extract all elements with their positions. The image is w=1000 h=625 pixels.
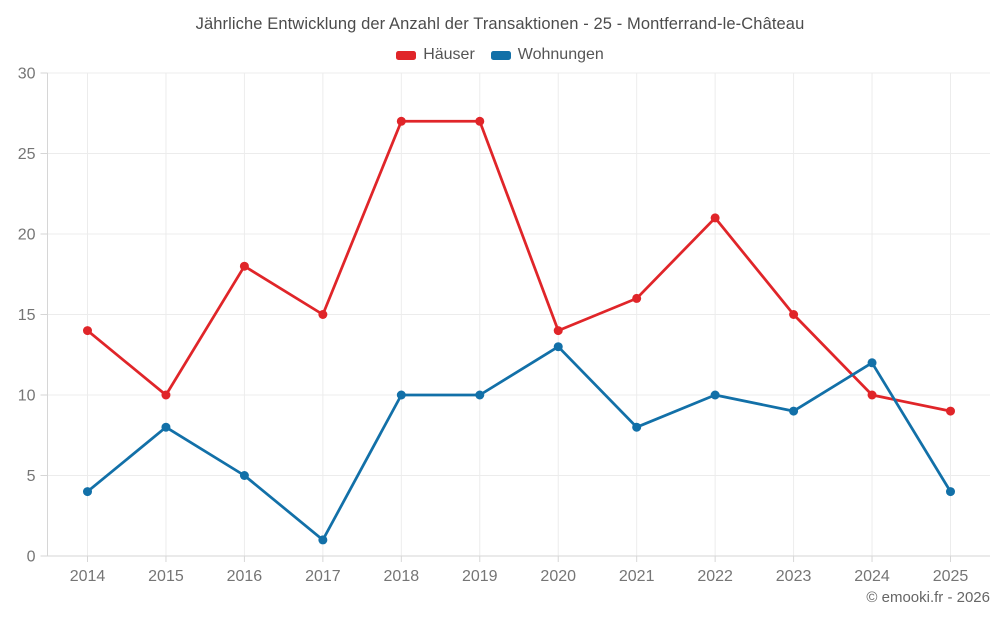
x-tick-label: 2016 [227,568,263,585]
copyright: © emooki.fr - 2026 [866,589,990,606]
data-point-wohnungen[interactable] [475,390,485,400]
y-tick-label: 0 [27,549,36,566]
legend-item-wohnungen[interactable]: Wohnungen [490,46,604,64]
legend-label-hauser: Häuser [423,46,475,63]
data-point-wohnungen[interactable] [396,390,406,400]
data-point-wohnungen[interactable] [632,422,642,432]
series-line-wohnungen [86,345,952,542]
data-point-hauser[interactable] [553,326,563,336]
y-tick-label: 15 [18,307,36,324]
data-point-wohnungen[interactable] [789,406,799,416]
x-tick-label: 2018 [384,568,420,585]
data-point-hauser[interactable] [710,213,720,223]
data-point-hauser[interactable] [475,116,485,126]
legend-swatch-hauser [396,50,417,60]
x-tick-label: 2019 [462,568,498,585]
x-tick-label: 2021 [619,568,655,585]
data-point-wohnungen[interactable] [710,390,720,400]
legend-label-wohnungen: Wohnungen [517,46,604,63]
y-tick-label: 5 [27,468,36,485]
y-tick-label: 20 [18,227,36,244]
legend: Häuser Wohnungen [0,46,1000,64]
data-point-wohnungen[interactable] [318,535,328,545]
data-point-wohnungen[interactable] [83,487,92,497]
data-point-hauser[interactable] [789,310,799,319]
y-tick-label: 25 [18,146,36,163]
data-point-wohnungen[interactable] [867,358,877,368]
data-point-hauser[interactable] [239,261,249,271]
x-tick-label: 2023 [776,568,812,585]
y-tick-label: 30 [18,66,36,83]
data-point-hauser[interactable] [632,293,642,303]
legend-swatch-wohnungen [490,50,511,60]
x-tick-label: 2022 [697,568,733,585]
series-line-hauser [86,119,952,413]
x-tick-label: 2017 [305,568,341,585]
y-tick-label: 10 [18,388,36,405]
chart-title: Jährliche Entwicklung der Anzahl der Tra… [195,15,805,33]
x-tick-label: 2024 [854,568,890,585]
data-point-hauser[interactable] [946,406,955,416]
data-point-wohnungen[interactable] [946,487,955,497]
data-point-wohnungen[interactable] [161,422,171,432]
x-tick-label: 2020 [540,568,576,585]
data-point-hauser[interactable] [396,116,406,126]
data-point-hauser[interactable] [318,310,328,319]
data-point-wohnungen[interactable] [239,471,249,480]
x-tick-label: 2015 [148,568,184,585]
data-point-hauser[interactable] [161,390,171,400]
x-tick-label: 2014 [70,568,106,585]
data-point-hauser[interactable] [83,326,92,336]
data-point-wohnungen[interactable] [553,342,563,352]
legend-item-hauser[interactable]: Häuser [396,46,475,64]
x-tick-label: 2025 [933,568,969,585]
data-point-hauser[interactable] [867,390,877,400]
